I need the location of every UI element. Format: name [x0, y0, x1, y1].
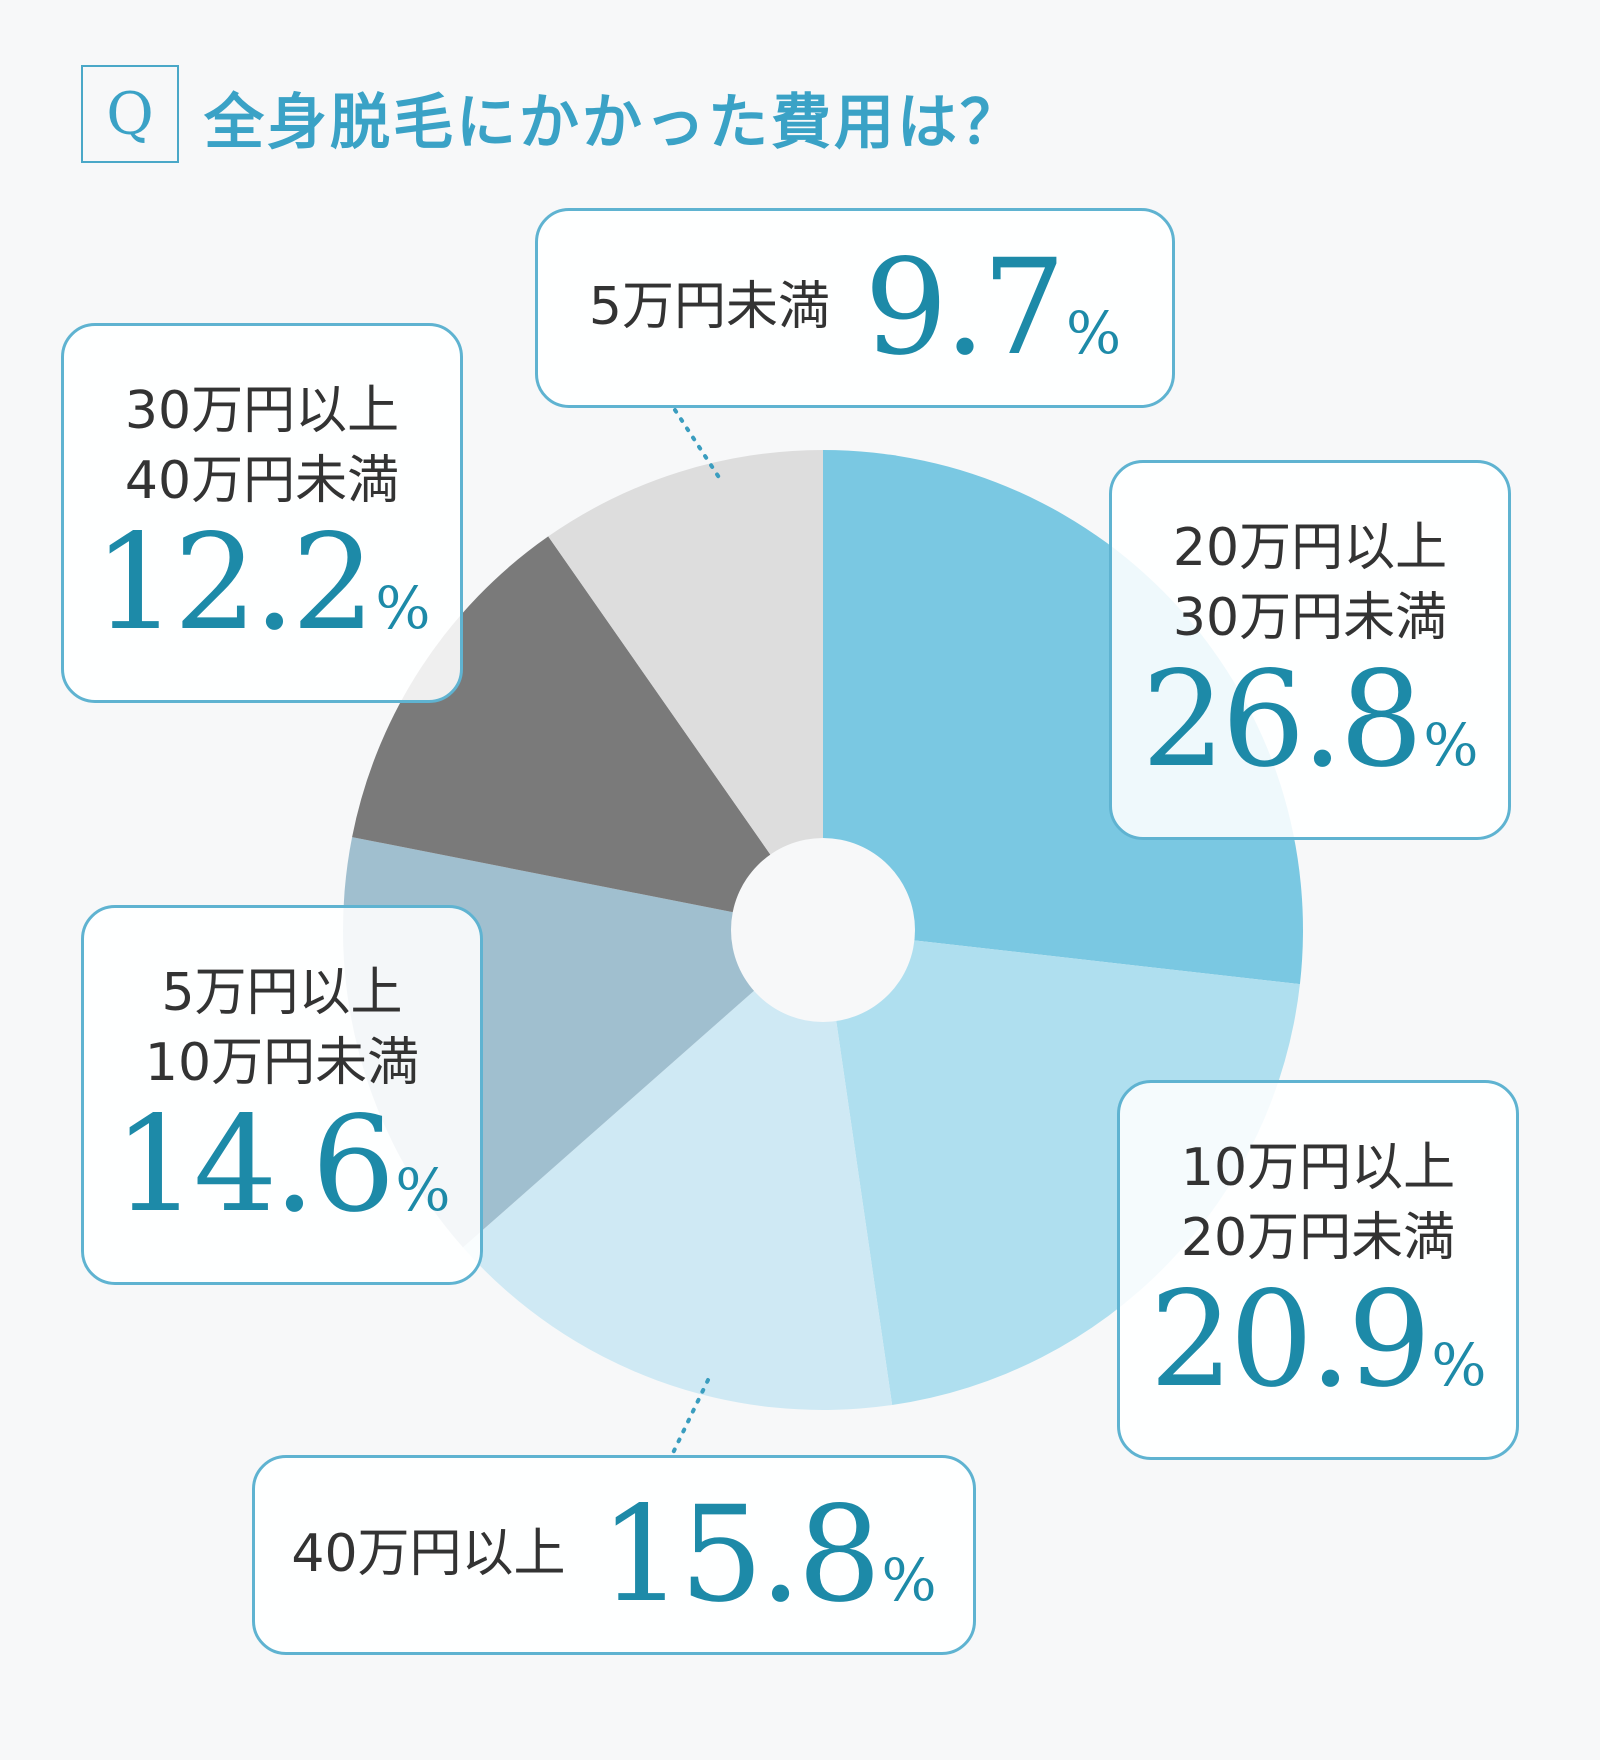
- leader-line-over-40man: [670, 1378, 710, 1457]
- pie-slice-4: [352, 536, 823, 930]
- percent-sign: %: [375, 573, 431, 642]
- label-5-10man-line1: 5万円以上: [161, 963, 403, 1024]
- value-10-20man: 20.9: [1149, 1262, 1431, 1417]
- center-hole: [731, 838, 915, 1022]
- percent-sign: %: [395, 1155, 451, 1224]
- percent-sign: %: [1431, 1330, 1487, 1399]
- percent-sign: %: [1423, 710, 1479, 779]
- label-20-30man-line1: 20万円以上: [1172, 518, 1448, 579]
- label-30-40man-line2: 40万円未満: [124, 451, 400, 511]
- leader-line-under-5man: [673, 408, 724, 484]
- callout-20-30man: 20万円以上 30万円未満 26.8 %: [1109, 460, 1511, 840]
- pie-slice-1: [823, 930, 1300, 1405]
- percent-sign: %: [881, 1546, 937, 1614]
- label-10-20man-line2: 20万円未満: [1180, 1208, 1456, 1268]
- value-5-10man: 14.6: [113, 1087, 395, 1242]
- label-30-40man-line1: 30万円以上: [124, 381, 400, 442]
- percent-sign: %: [1065, 299, 1122, 367]
- chart-title: 全身脱毛にかかった費用は？: [204, 88, 1023, 158]
- value-under-5man: 9.7: [864, 231, 1066, 385]
- value-over-40man: 15.8: [599, 1478, 882, 1632]
- pie-slice-5: [548, 450, 823, 930]
- label-20-30man-line2: 30万円未満: [1172, 588, 1448, 648]
- callout-over-40man: 40万円以上 15.8 %: [252, 1455, 976, 1655]
- label-under-5man: 5万円未満: [588, 277, 831, 338]
- callout-under-5man: 5万円未満 9.7 %: [535, 208, 1175, 408]
- callout-30-40man: 30万円以上 40万円未満 12.2 %: [61, 323, 463, 703]
- label-5-10man-line2: 10万円未満: [144, 1033, 420, 1093]
- callout-5-10man: 5万円以上 10万円未満 14.6 %: [81, 905, 483, 1285]
- value-30-40man: 12.2: [93, 505, 375, 660]
- callout-10-20man: 10万円以上 20万円未満 20.9 %: [1117, 1080, 1519, 1460]
- label-over-40man: 40万円以上: [291, 1524, 566, 1585]
- question-icon: Q: [81, 65, 179, 163]
- value-20-30man: 26.8: [1141, 642, 1423, 797]
- pie-slice-0: [823, 450, 1303, 985]
- pie-slice-2: [462, 930, 893, 1411]
- label-10-20man-line1: 10万円以上: [1180, 1138, 1456, 1199]
